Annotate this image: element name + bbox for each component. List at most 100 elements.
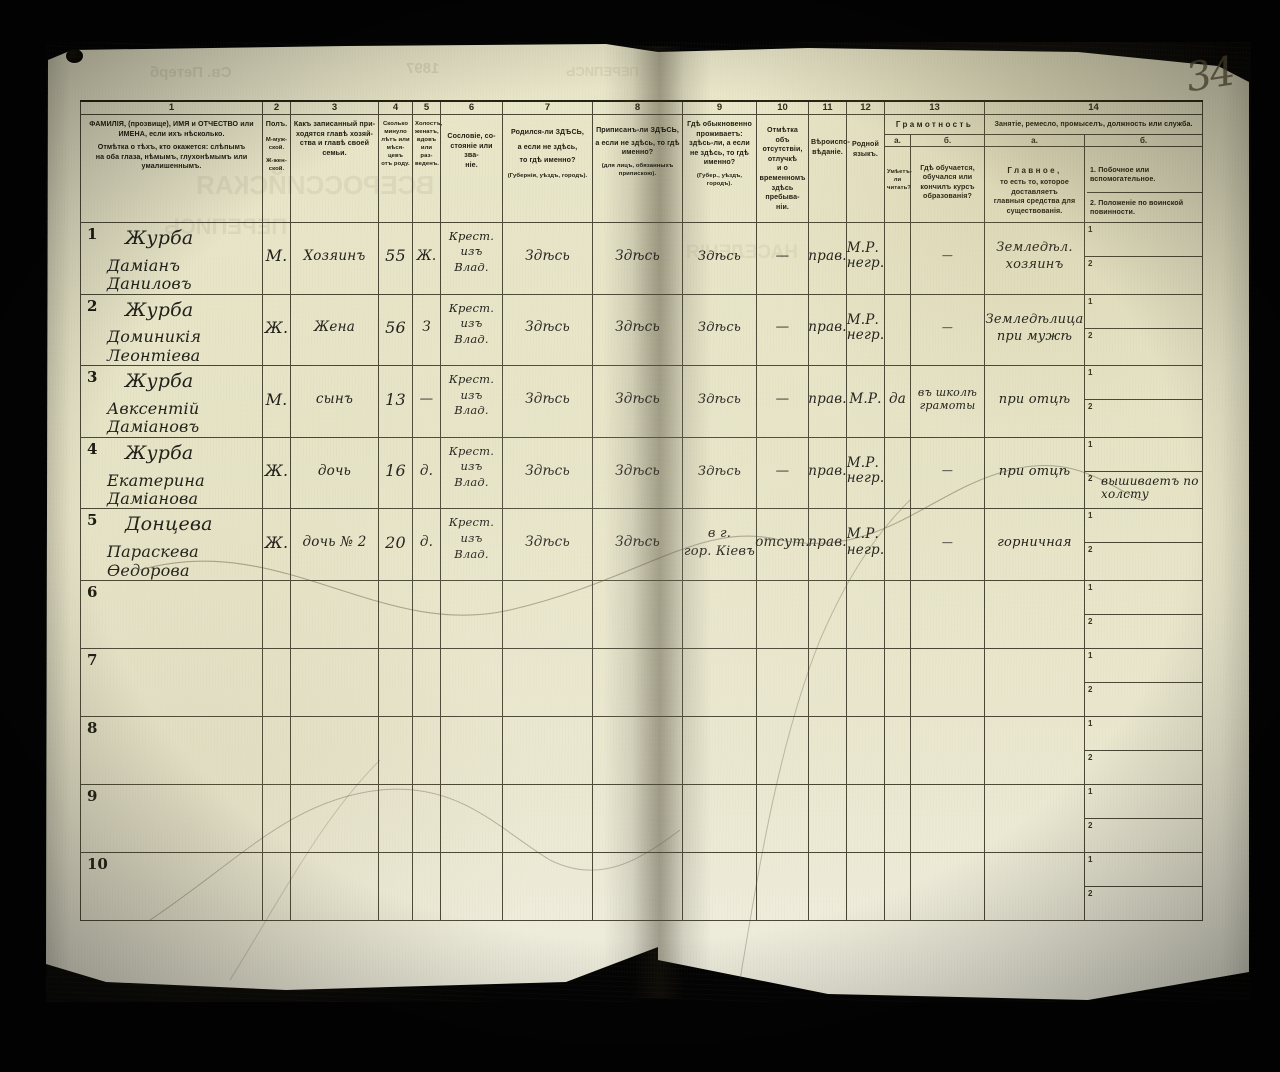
table-row[interactable]: 3 Журба Авксентій Даміановъ М. сынъ 13 — Крест.… [80,365,1204,438]
cell-residence[interactable] [682,648,757,718]
cell-religion[interactable]: прав. [808,365,847,438]
cell-marital[interactable] [412,580,441,650]
cell-literacy-a[interactable] [884,784,911,854]
cell-birthplace[interactable]: Здѣсь [502,436,593,510]
cell-name[interactable]: 5 Донцева Параскева Ѳедорова [80,508,263,582]
cell-language[interactable] [846,852,885,922]
occupation-side-1[interactable]: 1 [1085,581,1203,616]
cell-literacy-b[interactable]: въ школѣ грамоты [909,365,986,438]
cell-estate[interactable]: Крест. изъ Влад. [440,221,503,295]
occupation-side-1[interactable]: 1 [1085,649,1203,684]
cell-occupation-main[interactable] [984,580,1086,650]
cell-literacy-a[interactable] [884,221,911,295]
occupation-side-1[interactable]: 1 [1085,853,1203,888]
cell-absence[interactable]: — [756,293,809,367]
cell-absence[interactable]: — [756,365,809,438]
occupation-side-2[interactable]: 2 [1088,330,1093,340]
cell-occupation-main[interactable] [984,852,1086,922]
cell-relation[interactable]: дочь [290,436,379,510]
cell-registered[interactable]: Здѣсь [592,365,683,438]
cell-marital[interactable]: З [412,293,441,367]
cell-birthplace[interactable]: Здѣсь [502,293,593,367]
cell-literacy-b[interactable] [909,852,986,922]
cell-estate[interactable] [440,648,503,718]
cell-name[interactable]: 8 [80,716,263,786]
cell-name[interactable]: 6 [80,580,263,650]
cell-birthplace[interactable]: Здѣсь [502,365,593,438]
cell-sex[interactable]: М. [262,221,291,295]
cell-residence[interactable] [682,580,757,650]
occupation-side-1[interactable]: 1 [1085,509,1203,544]
cell-age[interactable]: 16 [378,436,413,510]
cell-age[interactable]: 55 [378,221,413,295]
cell-language[interactable] [846,580,885,650]
cell-sex[interactable] [262,716,291,786]
cell-marital[interactable] [412,852,441,922]
cell-marital[interactable]: д. [412,508,441,582]
cell-marital[interactable] [412,784,441,854]
cell-registered[interactable] [592,648,683,718]
cell-occupation-main[interactable] [984,784,1086,854]
cell-absence[interactable]: отсут. [755,508,810,582]
cell-marital[interactable]: — [412,365,441,438]
cell-relation[interactable]: дочь № 2 [290,508,379,582]
cell-literacy-a[interactable] [884,648,911,718]
cell-estate[interactable] [440,716,503,786]
cell-registered[interactable]: Здѣсь [592,221,683,295]
cell-language[interactable]: М.Р. негр. [846,436,885,510]
cell-age[interactable] [378,716,413,786]
cell-relation[interactable] [290,784,379,854]
cell-registered[interactable] [592,852,683,922]
cell-literacy-a[interactable] [884,508,911,582]
occupation-side-2[interactable]: 2 вышиваетъ по холсту [1088,473,1199,502]
cell-occupation-main[interactable] [984,716,1086,786]
cell-relation[interactable]: Жена [290,293,379,367]
occupation-side-2[interactable]: 2 [1088,545,1093,555]
cell-sex[interactable]: М. [262,365,291,438]
cell-language[interactable]: М.Р. негр. [846,293,885,367]
cell-estate[interactable] [440,580,503,650]
cell-relation[interactable] [290,716,379,786]
cell-absence[interactable]: — [756,221,809,295]
cell-age[interactable]: 56 [378,293,413,367]
cell-literacy-a[interactable] [884,852,911,922]
cell-literacy-a[interactable] [884,716,911,786]
cell-marital[interactable] [412,648,441,718]
cell-occupation-main[interactable]: Земледѣл. хозяинъ [984,221,1086,295]
cell-absence[interactable] [756,716,809,786]
cell-sex[interactable] [262,784,291,854]
occupation-side-1[interactable]: 1 [1085,785,1203,820]
cell-religion[interactable]: прав. [808,508,847,582]
cell-absence[interactable] [756,784,809,854]
occupation-side-2[interactable]: 2 [1088,753,1093,763]
cell-literacy-b[interactable]: — [909,436,986,510]
table-row[interactable]: 2 Журба Доминикія Леонтіева Ж. Жена 56 З Крест.… [80,293,1204,367]
cell-residence[interactable]: в г. гор. Кіевъ [682,508,757,582]
cell-occupation-main[interactable]: при отцѣ [984,365,1086,438]
occupation-side-1[interactable]: 1 [1085,366,1203,401]
cell-birthplace[interactable] [502,784,593,854]
cell-residence[interactable] [682,716,757,786]
cell-birthplace[interactable]: Здѣсь [502,508,593,582]
cell-age[interactable] [378,784,413,854]
cell-absence[interactable] [756,648,809,718]
occupation-side-2[interactable]: 2 [1088,821,1093,831]
cell-occupation-side[interactable]: 1 2 вышиваетъ по холсту [1084,436,1204,510]
cell-language[interactable]: М.Р. негр. [846,508,885,582]
cell-literacy-a[interactable]: да [884,365,911,438]
cell-registered[interactable] [592,716,683,786]
cell-sex[interactable] [262,852,291,922]
cell-literacy-b[interactable] [909,648,986,718]
cell-relation[interactable] [290,648,379,718]
cell-estate[interactable]: Крест. изъ Влад. [440,436,503,510]
cell-religion[interactable] [808,580,847,650]
cell-residence[interactable]: Здѣсь [682,436,757,510]
table-row[interactable]: 5 Донцева Параскева Ѳедорова Ж. дочь № 2 20 д.… [80,508,1204,582]
